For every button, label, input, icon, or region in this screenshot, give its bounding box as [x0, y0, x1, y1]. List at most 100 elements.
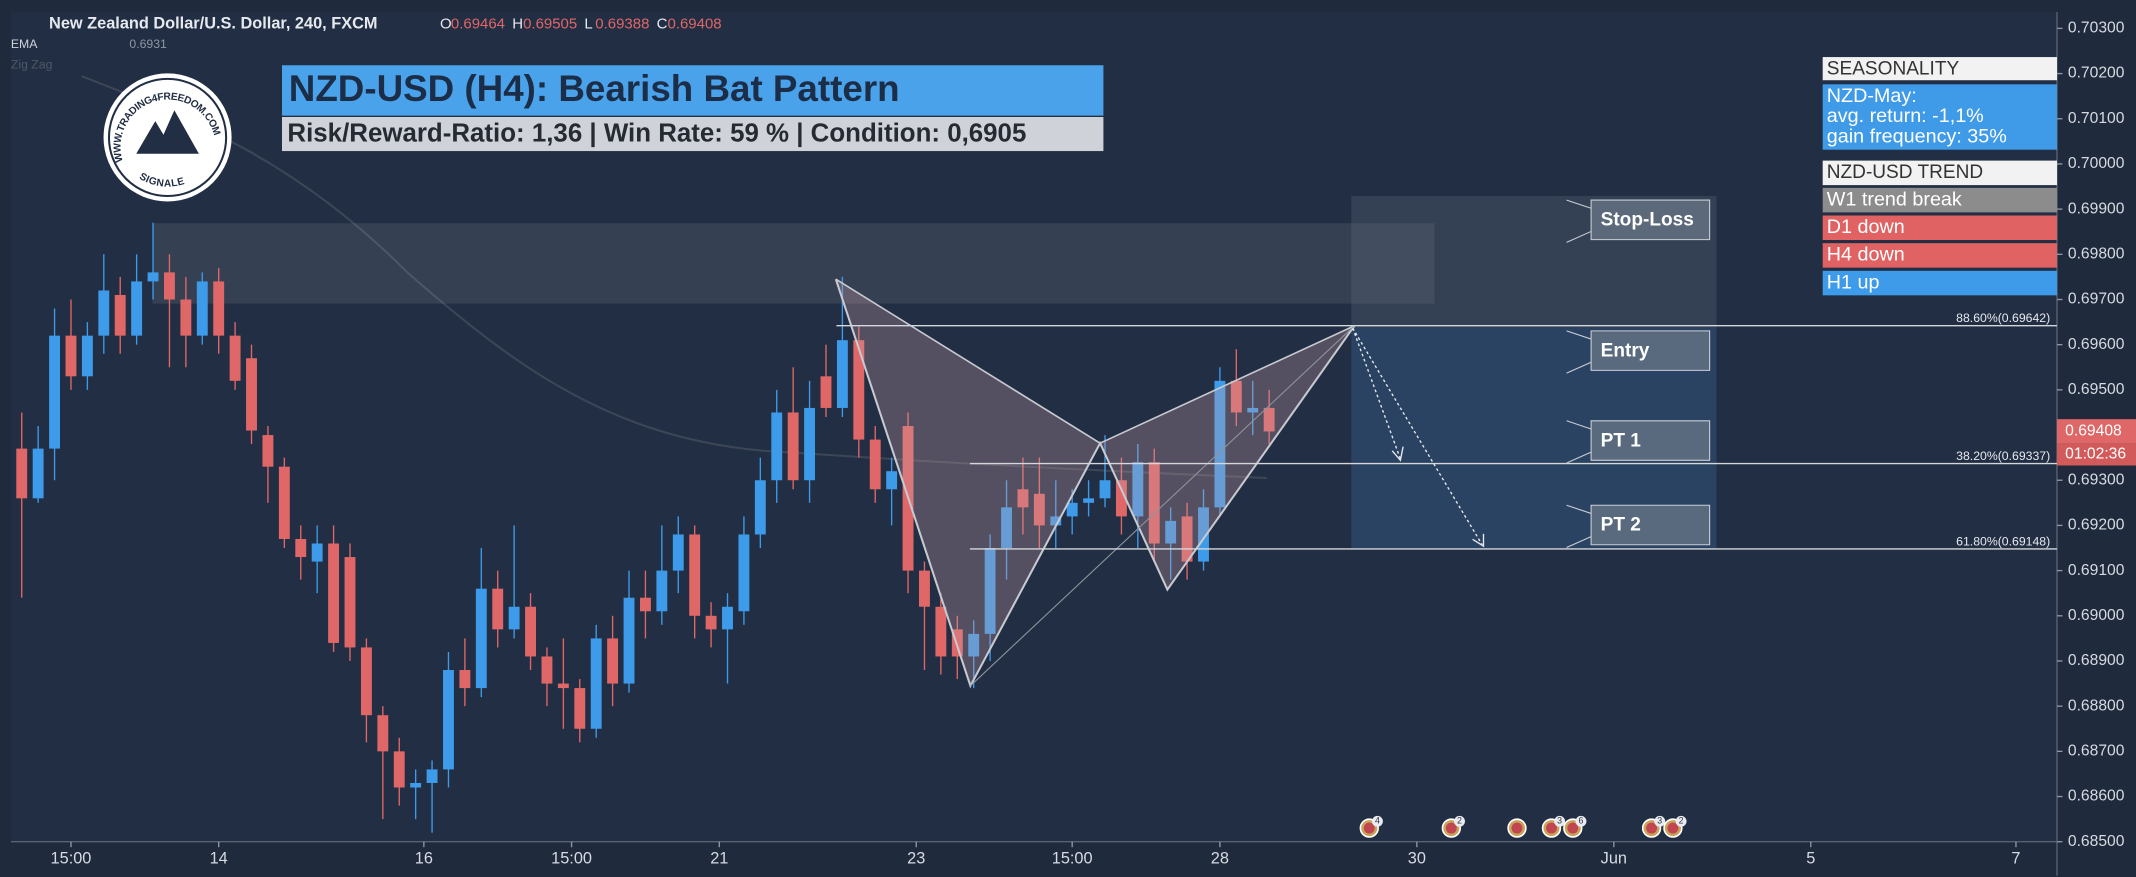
x-tick-label: 30: [1408, 850, 1426, 868]
candle-body: [672, 534, 684, 571]
chart-subtitle: Risk/Reward-Ratio: 1,36 | Win Rate: 59 %…: [287, 120, 1026, 148]
candle-body: [738, 534, 750, 612]
logo: WWW.TRADING4FREEDOM.COM SIGNALE: [103, 73, 232, 202]
candle-body: [1181, 516, 1193, 562]
candle-body: [180, 299, 192, 336]
candle-body: [229, 335, 241, 381]
ohlc-value: 0.69408: [668, 15, 722, 32]
trend-row: [1822, 270, 2057, 296]
event-badge: [1675, 815, 1687, 827]
candle-body: [98, 290, 110, 336]
y-tick-label: 0.69700: [2068, 291, 2125, 308]
candle-body: [1083, 498, 1095, 503]
event-flag: [1363, 822, 1375, 834]
logo-ring: [107, 77, 228, 198]
candle-body: [935, 606, 947, 657]
trend-row: [1822, 187, 2057, 213]
last-price-tag: [2056, 419, 2136, 444]
event-badge: [1554, 815, 1566, 827]
event-flag: [1546, 822, 1557, 834]
candle-body: [262, 435, 274, 467]
candle-body: [836, 340, 848, 408]
event-badge: [1371, 815, 1383, 827]
event-count: 3: [1557, 816, 1562, 826]
event-badge: [1454, 815, 1465, 827]
y-tick-label: 0.69200: [2068, 517, 2125, 534]
x-tick-label: Jun: [1601, 850, 1627, 868]
event-count: 6: [1579, 816, 1584, 826]
y-tick-label: 0.68600: [2068, 788, 2125, 805]
symbol: New Zealand Dollar/U.S. Dollar, 240, FXC…: [49, 15, 377, 33]
event-flag: [1646, 822, 1658, 834]
candle-body: [525, 606, 536, 657]
trend-row: [1822, 243, 2057, 268]
event-flag: [1567, 822, 1579, 834]
trade-label-box: [1566, 420, 1711, 464]
candle-body: [820, 376, 832, 408]
y-tick-label: 0.69800: [2068, 245, 2125, 262]
event-flag: [1445, 822, 1457, 834]
candle-body: [1247, 407, 1259, 413]
y-tick-label: 0.69000: [2068, 607, 2125, 624]
candle-body: [1263, 407, 1275, 432]
candle-body: [689, 534, 701, 616]
candle-body: [574, 688, 586, 729]
x-tick-label: 15:00: [1052, 850, 1093, 868]
candle-body: [853, 340, 865, 440]
trade-label-box: [1566, 504, 1711, 548]
event-badge: [1654, 815, 1666, 827]
candle-body: [1017, 489, 1029, 508]
candle-body: [49, 335, 61, 449]
candle-body: [246, 358, 257, 431]
seasonality-title-box: [1822, 57, 2057, 81]
ohlc-label: L: [584, 15, 592, 32]
candle-body: [377, 715, 389, 752]
candle-body: [16, 448, 28, 499]
x-tick-label: 16: [415, 850, 433, 868]
trade-label: PT 2: [1601, 515, 1641, 536]
y-tick-label: 0.68500: [2068, 833, 2125, 850]
candle-body: [1214, 380, 1226, 508]
trend-row: [1822, 215, 2057, 241]
candle-body: [196, 281, 208, 336]
y-tick-label: 0.69500: [2068, 381, 2125, 398]
candle-body: [1099, 480, 1111, 499]
candle-body: [869, 439, 881, 490]
candle-body: [443, 670, 454, 770]
x-tick-label: 21: [710, 850, 728, 868]
event-count: 3: [1657, 816, 1662, 826]
y-tick-label: 0.69300: [2068, 471, 2125, 488]
seasonality-title: SEASONALITY: [1827, 58, 1960, 79]
y-tick-label: 0.68900: [2068, 652, 2125, 669]
candle-body: [475, 588, 487, 689]
ohlc-value: 0.69464: [451, 15, 505, 32]
candle-body: [131, 281, 143, 336]
candle-body: [164, 272, 175, 300]
x-tick-label: 28: [1211, 850, 1229, 868]
candle-body: [1132, 462, 1144, 517]
trend-title: NZD-USD TREND: [1827, 162, 1983, 183]
candle-body: [410, 782, 422, 788]
candle-body: [1066, 502, 1078, 517]
candle-body: [65, 335, 77, 377]
candle-body: [344, 557, 356, 648]
ohlc-label: O: [440, 15, 452, 32]
countdown: 01:02:36: [2065, 446, 2126, 463]
trade-label: Stop-Loss: [1601, 210, 1694, 231]
candle-body: [919, 570, 930, 607]
candle-body: [426, 769, 438, 783]
candle-body: [886, 471, 898, 490]
y-tick-label: 0.68800: [2068, 697, 2125, 714]
candle-body: [656, 570, 668, 612]
candle-body: [607, 638, 619, 684]
candle-body: [32, 448, 44, 499]
pattern-xb: [835, 278, 1101, 444]
x-tick-label: 14: [210, 850, 228, 868]
candle-body: [804, 407, 816, 481]
x-tick-label: 23: [907, 850, 925, 868]
candle-body: [705, 615, 717, 630]
candle-body: [787, 412, 799, 481]
candle-body: [492, 588, 504, 630]
ema-label: EMA: [11, 37, 38, 51]
trend-label: W1 trend break: [1827, 188, 1962, 210]
